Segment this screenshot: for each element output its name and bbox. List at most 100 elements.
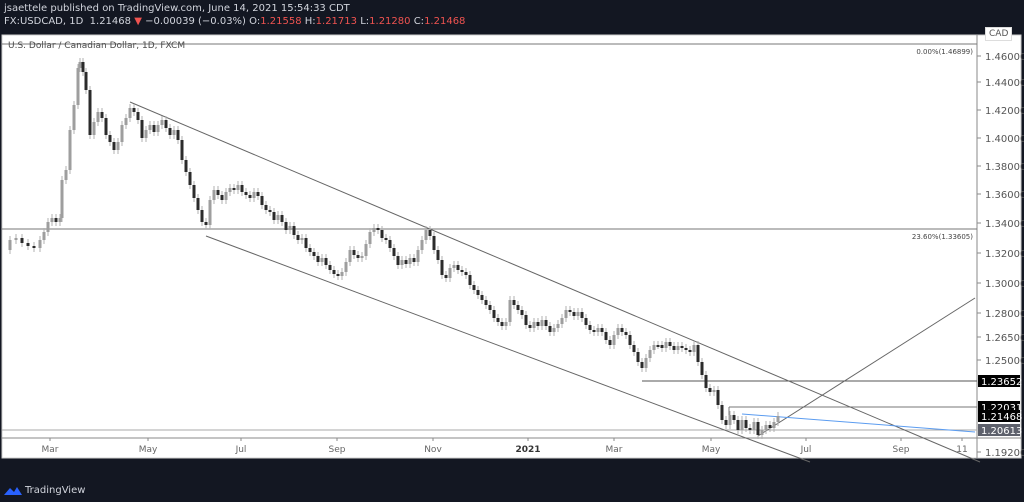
candle-body (472, 285, 476, 290)
candle-body (672, 346, 676, 350)
candle-body (26, 243, 30, 246)
candle-body (100, 112, 104, 118)
x-tick-label: Jul (800, 445, 812, 455)
candle-body (20, 238, 24, 243)
candle-body (592, 330, 596, 332)
candle-body (272, 212, 276, 220)
tradingview-brand: TradingView (25, 485, 86, 496)
tradingview-logo-icon (4, 487, 22, 495)
candle-body (740, 420, 744, 430)
candle-body (64, 170, 68, 180)
candle-body (632, 345, 636, 352)
candle-body (392, 248, 396, 256)
candle-body (104, 118, 108, 135)
candle-body (292, 226, 296, 235)
candle-body (200, 210, 204, 222)
symbol: FX:USDCAD, 1D (4, 16, 84, 27)
y-tick-label: 1.32000 (985, 249, 1024, 260)
x-tick-label: Jul (235, 445, 247, 455)
candle-body (772, 422, 776, 428)
candle-body (412, 258, 416, 262)
candle-body (68, 130, 72, 170)
candle-body (352, 250, 356, 255)
candle-body (684, 348, 688, 350)
candle-body (54, 218, 58, 222)
chart-frame (1, 34, 1022, 459)
candle-body (484, 300, 488, 305)
price-change: −0.00039 (−0.03%) (145, 16, 246, 27)
candle-body (184, 160, 188, 172)
candle-body (384, 238, 388, 240)
price-label: 1.20613 (981, 426, 1022, 437)
blue-trendline[interactable] (741, 413, 976, 433)
candle-body (496, 318, 500, 322)
candle-body (252, 192, 256, 198)
channel-lower-line[interactable] (205, 235, 811, 463)
candle-body (332, 270, 336, 274)
price-label-box (978, 375, 1020, 387)
candle-body (268, 210, 272, 212)
candle-body (516, 305, 520, 310)
candle-body (680, 346, 684, 348)
candle-body (356, 255, 360, 258)
candle-body (192, 185, 196, 198)
candle-body (604, 332, 608, 340)
candle-body (560, 318, 564, 324)
candle-body (652, 345, 656, 350)
candle-body (612, 335, 616, 345)
candle-body (524, 315, 528, 325)
tradingview-footer[interactable]: TradingView (4, 485, 85, 496)
candle-body (468, 275, 472, 285)
candle-body (308, 248, 312, 252)
candle-body (688, 350, 692, 352)
candle-body (348, 250, 352, 262)
channel-upper-line[interactable] (129, 101, 981, 463)
candle-body (500, 322, 504, 326)
price-label-box (978, 410, 1020, 422)
candle-body (576, 312, 580, 316)
candle-body (664, 342, 668, 348)
candle-body (224, 192, 228, 200)
candle-body (572, 312, 576, 316)
candle-body (140, 120, 144, 138)
candle-body (476, 290, 480, 295)
candle-body (296, 235, 300, 240)
candle-body (8, 240, 12, 250)
x-tick-label: May (139, 445, 158, 455)
x-tick-label: Mar (42, 445, 59, 455)
candle-body (81, 62, 85, 72)
candle-body (460, 270, 464, 272)
candle-body (400, 260, 404, 265)
candle-body (144, 130, 148, 138)
candle-body (700, 362, 704, 375)
candle-body (768, 425, 772, 428)
rising-trendline[interactable] (757, 297, 976, 437)
candle-body (340, 272, 344, 276)
candle-body (512, 300, 516, 305)
candle-body (240, 185, 244, 192)
price-label: 1.23652 (981, 377, 1022, 388)
candle-body (640, 362, 644, 368)
candle-body (408, 258, 412, 264)
candle-body (568, 310, 572, 312)
candle-body (404, 260, 408, 264)
candle-body (344, 262, 348, 272)
y-tick-label: 1.30000 (985, 279, 1024, 290)
candle-body (176, 130, 180, 140)
publisher-line: jsaettele published on TradingView.com, … (4, 3, 350, 14)
candle-body (152, 125, 156, 132)
candle-body (444, 275, 448, 278)
candle-body (300, 238, 304, 240)
candle-body (312, 252, 316, 256)
candle-body (744, 420, 748, 428)
fib-label: 23.60%(1.33605) (912, 233, 973, 241)
candle-body (376, 228, 380, 230)
candle-body (256, 192, 260, 196)
chart-header: jsaettele published on TradingView.com, … (4, 2, 465, 28)
candle-body (96, 112, 100, 122)
close-label: C: (413, 16, 425, 27)
chart-title: U.S. Dollar / Canadian Dollar, 1D, FXCM (8, 41, 186, 51)
candle-body (264, 205, 268, 210)
candle-body (92, 122, 96, 135)
